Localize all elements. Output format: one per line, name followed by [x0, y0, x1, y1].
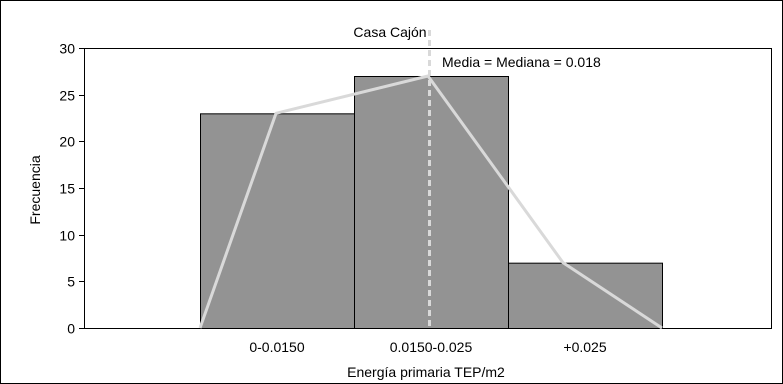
histogram-bar	[354, 76, 509, 329]
histogram-bar	[508, 262, 663, 329]
y-tick-label: 15	[59, 181, 75, 197]
x-tick-label: 0-0.0150	[249, 339, 304, 355]
x-tick-label: 0.0150-0.025	[390, 339, 473, 355]
y-tick-label: 20	[59, 134, 75, 150]
chart-title: Casa Cajón	[353, 24, 426, 40]
plot-area: 0 5 10 15 20 25 30 0-0.0150 0.0150-0.025 +0.025 Me…	[59, 30, 772, 355]
x-tick-label: +0.025	[563, 339, 606, 355]
mean-median-label: Media = Mediana = 0.018	[442, 54, 601, 70]
y-tick-label: 5	[67, 274, 75, 290]
histogram-bar	[200, 113, 355, 330]
y-axis-title: Frecuencia	[27, 155, 43, 224]
y-tick-label: 30	[59, 41, 75, 57]
y-tick-label: 0	[67, 321, 75, 337]
x-axis-title: Energía primaria TEP/m2	[347, 364, 505, 380]
y-tick-label: 10	[59, 228, 75, 244]
y-tick-label: 25	[59, 88, 75, 104]
